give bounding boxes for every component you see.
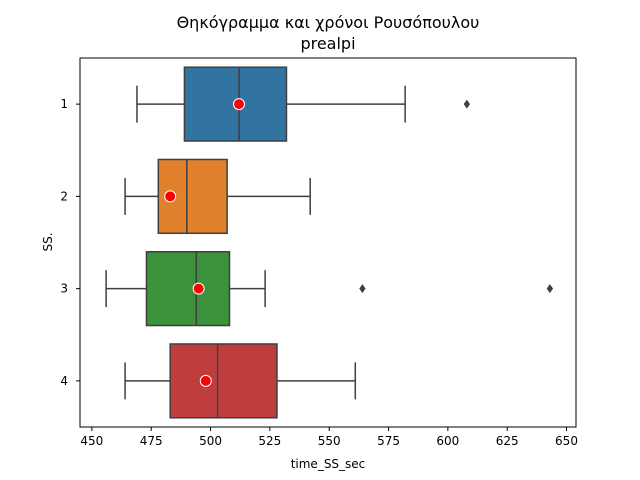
- y-tick-label: 4: [60, 374, 68, 388]
- y-tick-label: 2: [60, 189, 68, 203]
- marker-point: [233, 98, 246, 111]
- y-tick-label: 1: [60, 97, 68, 111]
- x-tick-label: 525: [258, 434, 281, 448]
- box-group-4: [124, 343, 357, 419]
- outlier-point: [463, 99, 470, 109]
- outlier-point: [546, 284, 554, 294]
- x-tick-label: 475: [140, 434, 163, 448]
- x-tick-label: 450: [80, 434, 103, 448]
- x-tick-label: 650: [555, 434, 578, 448]
- outlier-point: [359, 284, 366, 294]
- x-tick-label: 500: [199, 434, 222, 448]
- chart-title: Θηκόγραμμα και χρόνοι Ρουσόπουλου: [177, 13, 480, 32]
- y-axis-label: SS.: [41, 232, 55, 251]
- x-axis-label: time_SS_sec: [291, 457, 366, 471]
- box-body: [145, 250, 231, 327]
- chart-subtitle: prealpi: [300, 34, 355, 53]
- x-tick-label: 625: [496, 434, 519, 448]
- x-tick-label: 600: [436, 434, 459, 448]
- box-group-3: [105, 250, 554, 327]
- marker-point: [192, 282, 205, 295]
- marker-point: [199, 374, 212, 387]
- x-tick-label: 575: [377, 434, 400, 448]
- box-body: [169, 343, 278, 419]
- marker-point: [164, 190, 177, 203]
- box-group-2: [124, 158, 311, 235]
- x-tick-label: 550: [318, 434, 341, 448]
- box-group-1: [136, 66, 470, 142]
- plot-frame: [79, 57, 577, 428]
- y-tick-label: 3: [60, 282, 68, 296]
